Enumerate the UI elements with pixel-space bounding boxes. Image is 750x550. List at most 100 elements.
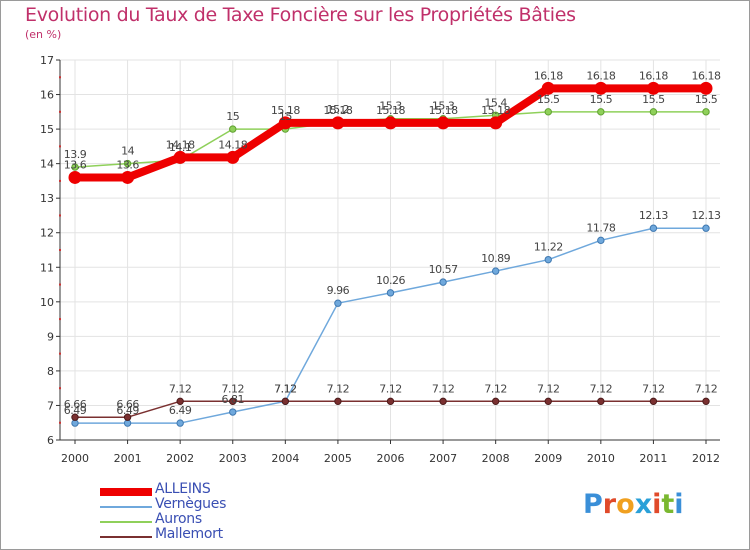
data-label: 10.26: [376, 274, 405, 287]
data-label: 6.66: [64, 398, 87, 411]
data-point: [436, 116, 450, 130]
data-label: 10.57: [429, 263, 458, 276]
y-minor-tick: [59, 76, 61, 79]
data-label: 16.18: [586, 69, 615, 82]
logo-letter: o: [616, 489, 635, 520]
data-point: [597, 236, 605, 245]
data-label: 15.2: [327, 103, 350, 116]
data-point: [597, 397, 605, 406]
y-tick-label: 11: [40, 261, 54, 274]
y-tick-label: 17: [40, 54, 54, 67]
data-label: 13.6: [116, 158, 139, 171]
y-minor-tick: [59, 214, 61, 217]
data-label: 7.12: [432, 382, 455, 395]
data-point: [702, 224, 710, 232]
data-point: [278, 116, 292, 130]
data-point: [702, 397, 710, 406]
data-label: 7.12: [379, 382, 402, 395]
x-tick-label: 2006: [377, 452, 405, 465]
data-label: 14.1: [169, 141, 192, 154]
data-point: [334, 397, 342, 406]
data-point: [173, 150, 187, 164]
data-label: 15.3: [432, 100, 455, 113]
data-label: 13.9: [64, 148, 87, 161]
data-point: [439, 397, 447, 406]
x-tick-label: 2008: [482, 452, 510, 465]
data-label: 13.6: [64, 158, 87, 171]
data-label: 16.18: [639, 69, 668, 82]
data-label: 7.12: [327, 382, 350, 395]
y-minor-tick: [59, 387, 61, 390]
logo-letter: x: [634, 489, 653, 520]
legend-label: Vernègues: [155, 496, 227, 512]
x-tick-label: 2012: [692, 452, 720, 465]
data-label: 15: [226, 110, 239, 123]
data-point: [176, 419, 184, 427]
y-minor-tick: [59, 145, 61, 148]
data-label: 12.13: [639, 209, 668, 222]
data-label: 11.22: [534, 241, 563, 254]
data-label: 14: [121, 145, 134, 158]
data-point: [491, 397, 500, 406]
data-point: [229, 408, 237, 416]
data-label: 15.18: [481, 104, 510, 117]
y-tick-label: 6: [47, 434, 54, 447]
data-point: [489, 116, 503, 130]
data-label: 15.18: [429, 104, 458, 117]
logo-letter: r: [602, 489, 617, 520]
y-minor-tick: [59, 421, 61, 424]
data-label: 7.12: [695, 382, 718, 395]
data-point: [384, 116, 397, 130]
data-label: 6.81: [222, 393, 245, 406]
data-point: [699, 81, 713, 95]
x-tick-label: 2000: [61, 452, 89, 465]
data-label: 15.18: [271, 104, 300, 117]
data-label: 15.18: [376, 104, 405, 117]
data-point: [386, 289, 395, 297]
legend-swatch: [100, 506, 152, 508]
data-label: 15.5: [590, 93, 613, 106]
y-minor-tick: [59, 352, 61, 355]
data-point: [226, 150, 240, 164]
y-tick-label: 8: [47, 365, 54, 378]
data-label: 14.18: [218, 138, 247, 151]
logo-letter: i: [674, 489, 684, 520]
data-label: 14.18: [166, 138, 195, 151]
data-point: [68, 170, 82, 184]
x-tick-label: 2002: [166, 452, 194, 465]
data-point: [491, 267, 500, 275]
data-label: 6.66: [116, 398, 139, 411]
x-tick-label: 2009: [534, 452, 562, 465]
data-point: [544, 255, 552, 264]
data-point: [649, 397, 658, 406]
x-tick-label: 2010: [587, 452, 615, 465]
data-point: [123, 159, 132, 168]
y-tick-label: 7: [47, 399, 54, 412]
y-minor-tick: [59, 249, 61, 251]
data-label: 6.49: [169, 404, 192, 417]
chart-title: Evolution du Taux de Taxe Foncière sur l…: [25, 4, 576, 26]
logo-letter: t: [661, 489, 675, 520]
y-minor-tick: [59, 110, 61, 113]
data-point: [123, 413, 132, 421]
legend-label: ALLEINS: [155, 481, 211, 497]
data-label: 7.12: [642, 382, 665, 395]
y-tick-label: 15: [40, 123, 54, 136]
data-label: 15.4: [484, 96, 507, 109]
data-label: 7.12: [222, 382, 245, 395]
data-label: 7.12: [274, 382, 297, 395]
y-tick-label: 13: [40, 192, 54, 205]
y-tick-label: 10: [40, 296, 54, 309]
data-label: 15.18: [323, 104, 352, 117]
data-point: [597, 108, 605, 116]
data-point: [71, 413, 79, 421]
data-label: 16.18: [534, 69, 563, 82]
legend-label: Mallemort: [155, 526, 223, 542]
proxiti-logo: Proxiti: [583, 489, 684, 520]
data-point: [71, 163, 79, 171]
data-label: 10.89: [481, 252, 510, 265]
data-label: 7.12: [537, 382, 560, 395]
data-point: [594, 81, 608, 95]
data-label: 15.5: [695, 93, 718, 106]
